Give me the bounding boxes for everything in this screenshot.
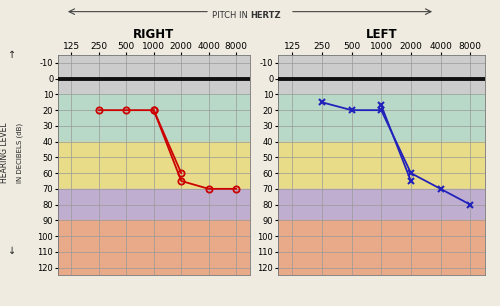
Bar (58, 142, 250, 189)
Bar (278, 120, 485, 142)
Bar (58, 220, 250, 275)
Title: RIGHT: RIGHT (133, 28, 174, 41)
Bar (278, 95, 485, 120)
Text: ↑: ↑ (8, 50, 16, 60)
Bar (278, 55, 485, 95)
Title: LEFT: LEFT (366, 28, 397, 41)
Text: PITCH IN: PITCH IN (212, 11, 250, 20)
Bar (278, 220, 485, 275)
Bar (278, 142, 485, 189)
Bar (58, 189, 250, 220)
Bar (58, 55, 250, 95)
Bar (58, 120, 250, 142)
Text: ↓: ↓ (8, 246, 16, 256)
Bar (58, 95, 250, 120)
Text: HERTZ: HERTZ (250, 11, 280, 20)
Text: IN DECIBELS (dB): IN DECIBELS (dB) (17, 123, 23, 183)
Bar (278, 189, 485, 220)
Text: HEARING LEVEL: HEARING LEVEL (0, 123, 10, 183)
